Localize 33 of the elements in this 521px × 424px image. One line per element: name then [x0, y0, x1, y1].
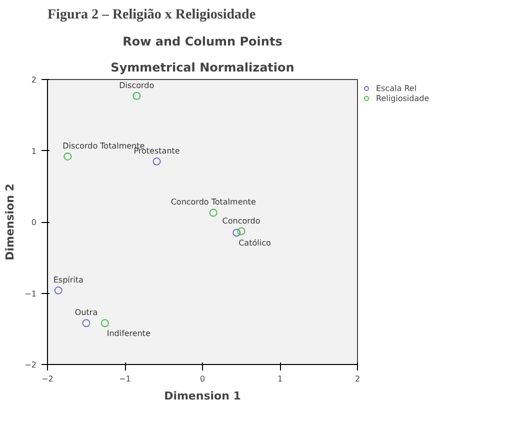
legend-label: Escala Rel: [376, 83, 417, 93]
annotation: Concordo: [222, 216, 260, 226]
y-tick-label: −1: [24, 289, 37, 298]
point: [132, 92, 141, 100]
x-tick-label: 2: [354, 374, 360, 384]
point: [54, 286, 62, 294]
x-tick-label: −1: [119, 374, 131, 384]
y-tick-label: 2: [31, 76, 37, 84]
x-tick-label: 1: [277, 374, 283, 384]
point: [100, 319, 109, 328]
y-tick-label: 0: [31, 218, 37, 227]
point: [64, 152, 72, 160]
text: Figura 2 – Religião x Religiosidade: [48, 8, 256, 22]
x-axis-title: Dimension 1: [164, 390, 241, 402]
annotation: Outra: [74, 308, 98, 318]
annotation: Espírita: [53, 275, 84, 284]
point: [152, 157, 161, 166]
y-axis-title: Dimension 2: [4, 184, 17, 260]
annotation: Católico: [238, 238, 271, 248]
annotation: Discordo: [119, 80, 154, 90]
annotation: Indiferente: [106, 329, 151, 338]
chart-subtitle: Symmetrical Normalization: [110, 60, 294, 74]
point: [232, 228, 241, 237]
chart-title: Row and Column Points: [122, 34, 282, 48]
y-tick-label: 1: [31, 146, 37, 156]
annotation: Concordo Totalmente: [170, 198, 256, 207]
legend-label: Religiosidade: [376, 93, 430, 103]
point: [82, 319, 90, 328]
y-tick-label: −2: [24, 360, 37, 370]
x-tick-label: 0: [200, 374, 206, 384]
x-tick-label: −2: [42, 374, 54, 384]
point: [209, 208, 218, 217]
point: [237, 227, 246, 236]
